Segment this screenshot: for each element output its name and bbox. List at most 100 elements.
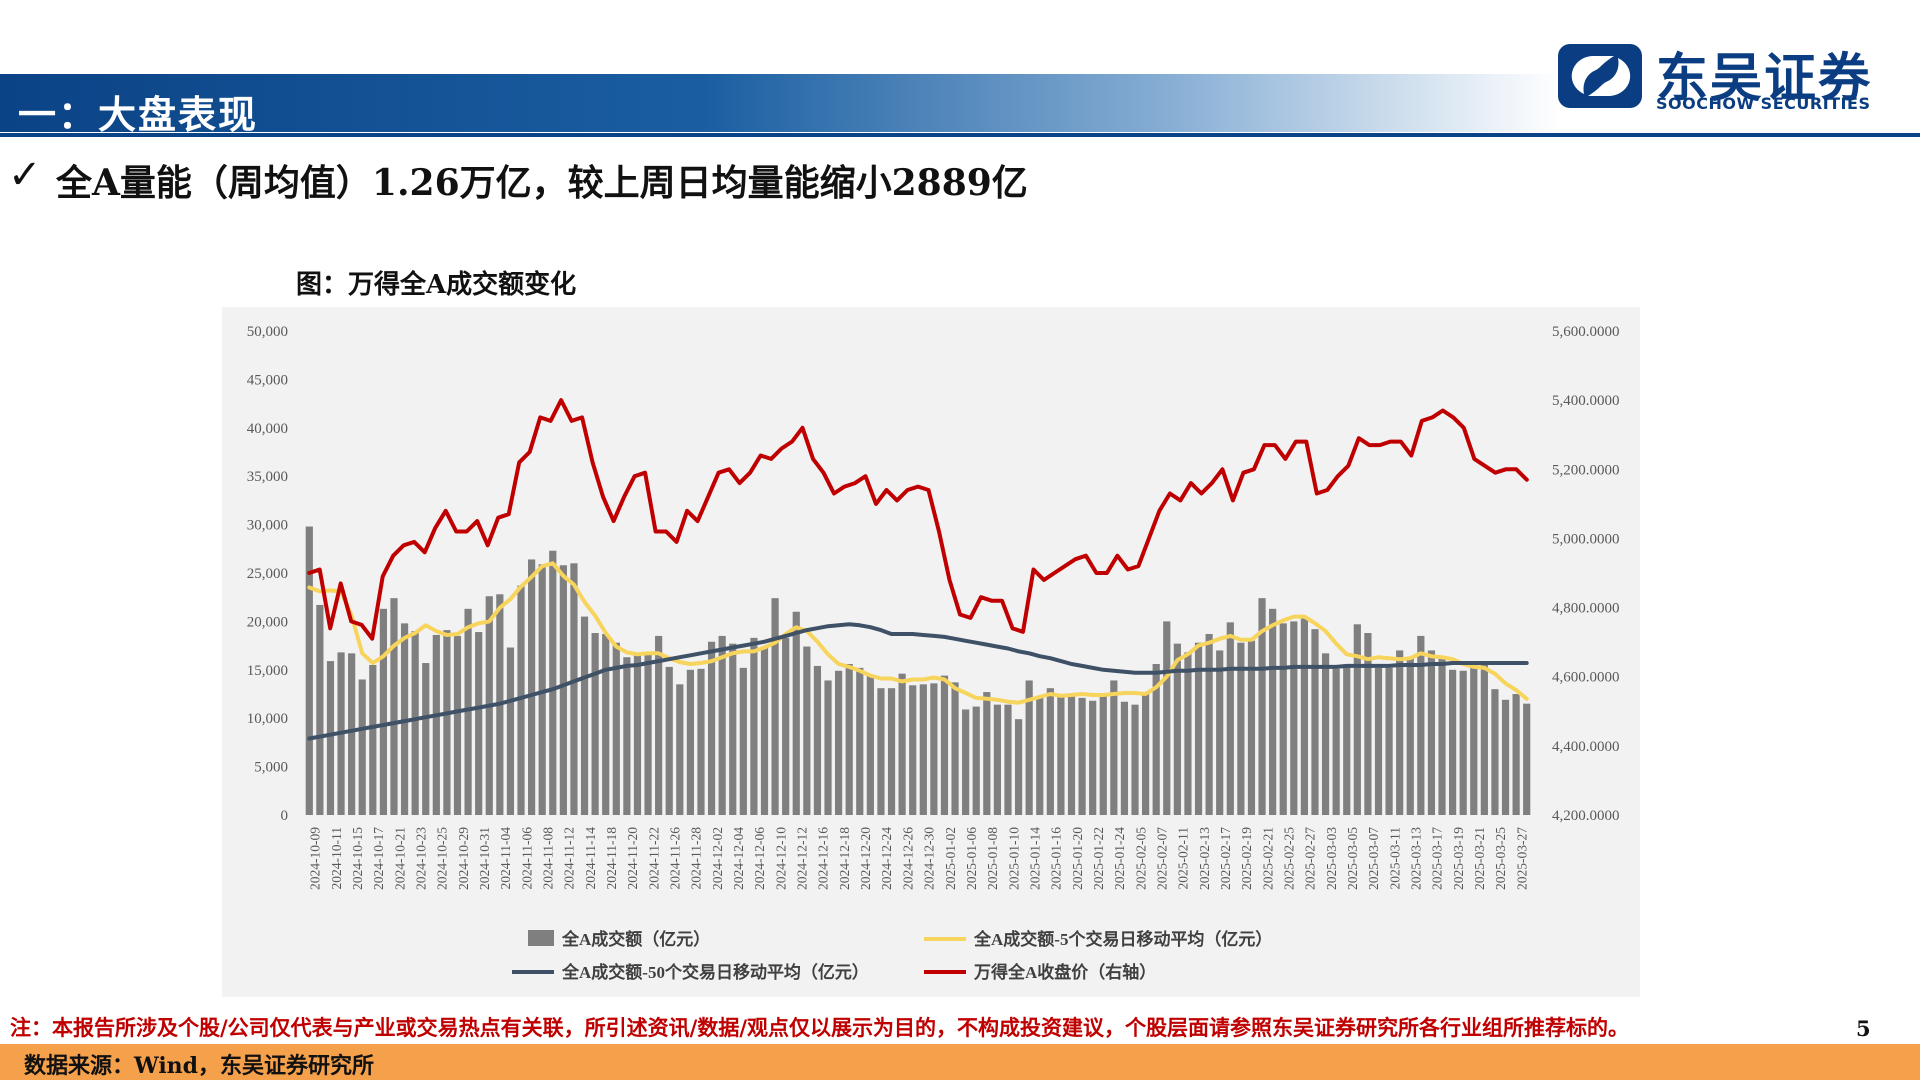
turnover-bar xyxy=(898,673,906,815)
x-axis-tick-label: 2025-03-13 xyxy=(1409,827,1424,890)
brand-name-en: SOOCHOW SECURITIES xyxy=(1656,94,1871,113)
turnover-bar xyxy=(1089,700,1097,815)
section-title: 一：大盘表现 xyxy=(18,92,259,137)
turnover-bar xyxy=(845,663,853,815)
turnover-bar xyxy=(909,685,917,815)
x-axis-tick-label: 2024-12-24 xyxy=(879,827,894,890)
section-header-bar xyxy=(0,74,1560,132)
x-axis-tick-label: 2024-10-09 xyxy=(308,827,323,890)
disclaimer-note: 注：本报告所涉及个股/公司仅代表与产业或交易热点有关联，所引述资讯/数据/观点仅… xyxy=(10,1015,1630,1040)
left-axis-tick-label: 30,000 xyxy=(247,518,288,534)
turnover-bar xyxy=(771,598,779,815)
left-axis-tick-label: 25,000 xyxy=(247,566,288,582)
turnover-chart: 0 5,000 10,000 15,000 20,000 25,000 30,000 35,0… xyxy=(247,324,1620,982)
turnover-bar xyxy=(528,559,536,815)
turnover-bar xyxy=(432,634,440,815)
data-source: 数据来源：Wind，东吴证券研究所 xyxy=(24,1053,375,1079)
turnover-bar xyxy=(1131,704,1139,815)
turnover-bar xyxy=(1427,650,1436,815)
turnover-bar xyxy=(1343,664,1351,815)
turnover-bar xyxy=(1216,650,1224,815)
turnover-bar xyxy=(792,611,800,815)
x-axis-tick-label: 2025-02-17 xyxy=(1218,827,1233,890)
right-axis-tick-label: 5,000.0000 xyxy=(1552,531,1620,547)
x-axis-tick-label: 2025-02-19 xyxy=(1239,827,1254,890)
turnover-bar xyxy=(1470,663,1478,815)
x-axis-tick-label: 2025-03-05 xyxy=(1345,827,1360,890)
turnover-bar xyxy=(1036,696,1044,815)
turnover-bar xyxy=(443,630,451,815)
header-divider xyxy=(0,133,1920,137)
turnover-bar xyxy=(1332,668,1340,815)
turnover-bar xyxy=(1459,670,1467,815)
x-axis-tick-label: 2025-02-13 xyxy=(1197,827,1212,890)
left-axis-tick-label: 45,000 xyxy=(247,372,288,388)
left-axis-tick-label: 35,000 xyxy=(247,469,288,485)
x-axis-tick-label: 2024-10-29 xyxy=(456,827,471,890)
turnover-bar xyxy=(591,633,599,815)
turnover-bar xyxy=(665,666,673,815)
right-axis-tick-label: 5,200.0000 xyxy=(1552,462,1620,478)
turnover-bar xyxy=(1512,694,1520,815)
turnover-bar xyxy=(1163,621,1171,815)
x-axis-tick-label: 2024-11-20 xyxy=(625,827,640,890)
turnover-bar xyxy=(538,564,546,815)
turnover-bar xyxy=(1142,693,1150,815)
x-axis-tick-label: 2024-10-25 xyxy=(435,827,450,890)
turnover-bar xyxy=(422,663,430,815)
turnover-bar xyxy=(887,688,896,815)
turnover-bar xyxy=(475,632,483,815)
x-axis-tick-label: 2025-01-16 xyxy=(1049,827,1064,890)
turnover-bar xyxy=(1205,633,1213,815)
x-axis-tick-label: 2024-10-31 xyxy=(477,827,492,890)
turnover-bar xyxy=(993,704,1001,815)
turnover-bar xyxy=(676,684,684,815)
turnover-bar xyxy=(1014,719,1023,815)
turnover-bar xyxy=(750,637,758,815)
left-axis-tick-label: 15,000 xyxy=(247,663,288,679)
turnover-bar xyxy=(1290,621,1298,815)
turnover-bar xyxy=(1364,633,1372,815)
legend-swatch xyxy=(528,930,554,946)
x-axis-tick-label: 2024-11-26 xyxy=(668,827,683,890)
turnover-bar xyxy=(1067,695,1076,815)
turnover-bar xyxy=(1099,693,1107,815)
series-line xyxy=(307,622,1529,741)
turnover-bar xyxy=(369,664,377,815)
turnover-bar xyxy=(602,633,610,815)
turnover-bar xyxy=(1057,695,1065,815)
legend-label: 全A成交额（亿元） xyxy=(561,929,710,949)
x-axis-tick-label: 2024-11-06 xyxy=(519,827,534,890)
turnover-bar xyxy=(570,563,578,815)
turnover-bar xyxy=(1279,623,1287,815)
turnover-bar xyxy=(824,680,832,815)
chart-panel: 0 5,000 10,000 15,000 20,000 25,000 30,000 35,0… xyxy=(222,307,1640,997)
turnover-bar xyxy=(697,668,705,815)
turnover-bar xyxy=(316,604,324,815)
left-axis-tick-label: 5,000 xyxy=(254,760,288,776)
x-axis-tick-label: 2024-12-26 xyxy=(900,827,915,890)
x-axis-tick-label: 2024-11-08 xyxy=(540,827,555,890)
x-axis-tick-label: 2025-03-19 xyxy=(1451,827,1466,890)
turnover-bar xyxy=(930,683,938,815)
turnover-bar xyxy=(1311,629,1319,815)
turnover-bar xyxy=(1120,701,1129,815)
turnover-bar xyxy=(1078,697,1086,815)
x-axis-tick-label: 2025-01-02 xyxy=(943,827,958,890)
x-axis-tick-label: 2024-12-16 xyxy=(816,827,831,890)
turnover-bar xyxy=(940,675,949,815)
turnover-bar xyxy=(411,631,419,815)
x-axis-tick-label: 2024-12-06 xyxy=(752,827,767,890)
turnover-bar xyxy=(1321,653,1330,815)
turnover-bar xyxy=(919,684,927,815)
turnover-bar xyxy=(1523,703,1531,815)
x-axis-tick-label: 2025-03-25 xyxy=(1493,827,1508,890)
right-axis-tick-label: 5,400.0000 xyxy=(1552,393,1620,409)
turnover-bar xyxy=(1004,704,1012,815)
turnover-bar xyxy=(1353,624,1361,815)
turnover-bar xyxy=(686,669,694,815)
turnover-bar xyxy=(803,646,811,815)
right-axis-tick-label: 4,400.0000 xyxy=(1552,739,1620,755)
x-axis-tick-label: 2024-11-22 xyxy=(646,827,661,890)
turnover-bar xyxy=(951,682,959,815)
